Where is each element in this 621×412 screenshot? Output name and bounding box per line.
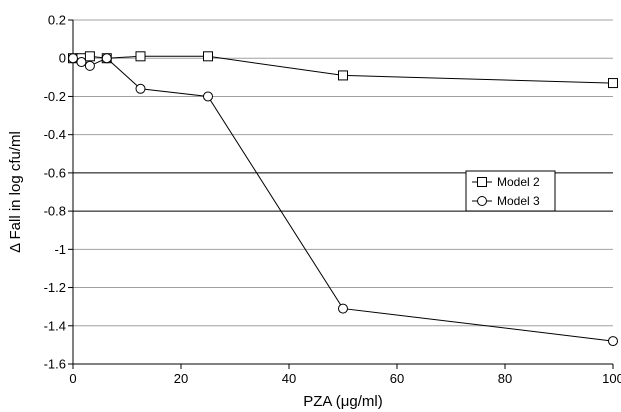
- data-point: [76, 57, 87, 68]
- data-point: [203, 91, 213, 102]
- y-tick-label: -1.2: [44, 280, 66, 295]
- data-point: [608, 78, 618, 89]
- legend-item: Model 2: [472, 175, 540, 189]
- x-tick-label: 40: [282, 371, 296, 386]
- x-tick-label: 100: [602, 371, 621, 386]
- y-tick-label: -0.2: [44, 89, 66, 104]
- series-model-3: [68, 53, 618, 347]
- x-tick-label: 20: [174, 371, 188, 386]
- legend-marker: [477, 196, 487, 206]
- x-tick-label: 80: [498, 371, 512, 386]
- grid-lines: [73, 19, 613, 327]
- legend-item: Model 3: [472, 194, 540, 208]
- y-tick-label: -0.4: [44, 127, 66, 142]
- y-tick-label: -0.8: [44, 204, 66, 219]
- legend-label: Model 2: [497, 175, 540, 189]
- y-axis-label: Δ Fall in log cfu/ml: [7, 131, 24, 253]
- y-tick-label: -1.4: [44, 318, 66, 333]
- data-point: [68, 53, 78, 64]
- x-tick-label: 0: [69, 371, 76, 386]
- data-point: [608, 336, 618, 347]
- series-group: [68, 51, 618, 347]
- data-point: [84, 51, 95, 62]
- data-point: [338, 303, 348, 314]
- y-tick-label: -1: [54, 242, 66, 257]
- x-tick-labels: 0 20 40 60 80 100: [69, 364, 621, 386]
- y-tick-label: 0: [59, 51, 66, 66]
- data-point: [338, 70, 348, 81]
- y-tick-label: -1.6: [44, 357, 66, 372]
- data-point: [135, 83, 146, 94]
- legend: Model 2 Model 3: [465, 170, 556, 212]
- data-point: [135, 51, 146, 62]
- y-tick-label: 0.2: [48, 13, 66, 28]
- data-point: [101, 53, 112, 64]
- x-tick-label: 60: [390, 371, 404, 386]
- y-tick-labels: 0.2 0 -0.2 -0.4 -0.6 -0.8 -1 -1.2 -1.4 -1.6: [44, 13, 73, 372]
- x-axis-label: PZA (μg/ml): [303, 393, 382, 410]
- data-point: [84, 60, 95, 71]
- data-point: [203, 51, 213, 62]
- y-tick-label: -0.6: [44, 165, 66, 180]
- axes: [72, 20, 613, 365]
- legend-label: Model 3: [497, 194, 540, 208]
- series-model-2: [68, 51, 618, 89]
- legend-marker: [477, 177, 487, 187]
